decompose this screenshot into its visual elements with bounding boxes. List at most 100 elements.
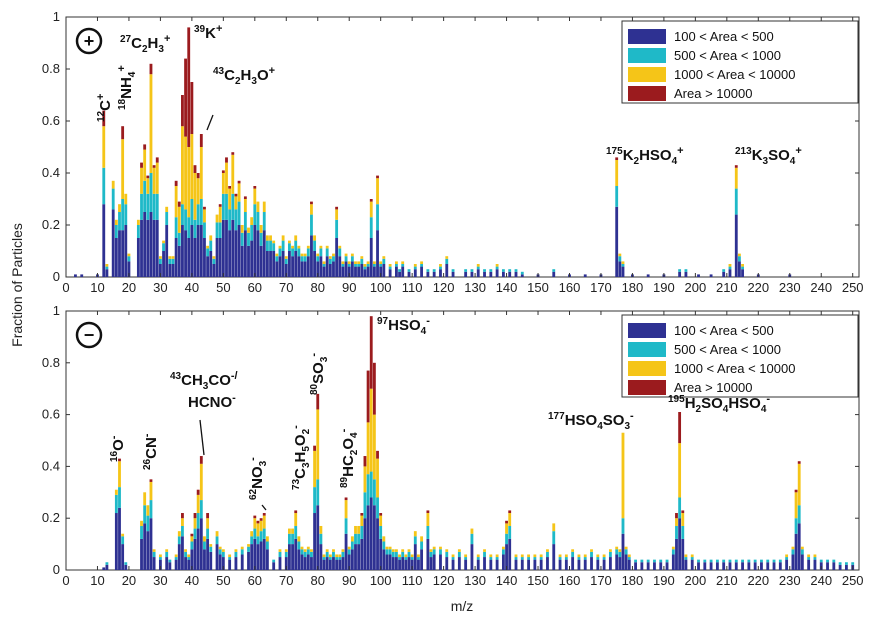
bar-segment-56-s2 [240, 546, 244, 550]
bar-segment-40-s1 [190, 199, 194, 225]
bar-segment-225-s0 [772, 562, 776, 570]
bar-segment-19-s1 [124, 562, 128, 565]
bar-segment-98-s0 [372, 505, 376, 570]
bar-segment-199-s1 [690, 557, 694, 560]
bar-segment-185-s0 [646, 562, 650, 570]
bar-segment-30-s0 [158, 264, 162, 277]
x-tick-label: 10 [90, 573, 104, 588]
bar-segment-91-s2 [350, 536, 354, 542]
bar-segment-18-s2 [121, 139, 125, 199]
bar-segment-24-s2 [140, 520, 143, 526]
bar-segment-49-s3 [218, 204, 222, 207]
bar-segment-181-s0 [634, 562, 637, 570]
bar-segment-101-s2 [382, 256, 386, 259]
bar-segment-95-s2 [363, 264, 367, 267]
bar-segment-58-s0 [247, 551, 250, 570]
bar-segment-101-s1 [382, 258, 386, 264]
annotation-leader-line [199, 419, 205, 456]
bar-segment-59-s1 [250, 225, 254, 241]
bar-segment-77-s1 [306, 248, 310, 257]
bar-segment-39-s1 [187, 557, 191, 560]
bar-segment-169-s0 [596, 559, 600, 570]
x-tick-label: 160 [559, 573, 581, 588]
bar-segment-111-s0 [413, 544, 417, 570]
bar-segment-73-s1 [294, 240, 298, 251]
bar-segment-89-s0 [344, 261, 348, 277]
bar-segment-78-s0 [310, 557, 313, 570]
bar-segment-96-s0 [366, 266, 370, 277]
bar-segment-209-s1 [722, 559, 726, 563]
x-tick-label: 20 [122, 280, 136, 295]
bar-segment-35-s1 [174, 217, 178, 238]
bar-segment-141-s1 [508, 269, 512, 272]
bar-segment-42-s1 [196, 513, 200, 529]
bar-segment-178-s2 [624, 546, 628, 550]
x-tick-label: 210 [716, 280, 738, 295]
bar-segment-98-s0 [372, 266, 376, 277]
bar-segment-193-s1 [671, 549, 675, 555]
bar-segment-234-s1 [800, 549, 804, 555]
x-tick-label: 100 [370, 573, 392, 588]
bar-segment-189-s0 [659, 562, 663, 570]
bar-segment-56-s0 [240, 554, 244, 570]
bar-segment-38-s1 [184, 209, 187, 231]
bar-segment-35-s0 [174, 559, 178, 570]
bar-segment-26-s2 [146, 178, 150, 194]
bar-segment-173-s0 [608, 557, 612, 570]
bar-segment-43-s0 [199, 518, 203, 570]
bar-segment-149-s0 [533, 559, 537, 570]
bar-segment-83-s1 [325, 551, 329, 558]
bar-segment-105-s1 [395, 264, 398, 267]
bar-segment-40-s3 [190, 82, 194, 134]
bar-segment-177-s0 [621, 266, 625, 277]
ion-annotation-175: 175K2HSO4+ [606, 145, 684, 167]
x-tick-label: 120 [433, 573, 455, 588]
bar-segment-221-s1 [760, 559, 763, 563]
bar-segment-103-s1 [388, 266, 392, 270]
bar-segment-185-s1 [646, 559, 650, 563]
negative-ion-panel: 0 10 20 30 40 50 60 70 80 90 100 110 120 130 140 150 160… [42, 303, 864, 588]
bar-segment-121-s0 [445, 557, 449, 570]
x-tick-label: 170 [590, 573, 612, 588]
bar-segment-86-s1 [335, 557, 339, 560]
bar-segment-26-s3 [146, 175, 150, 179]
bar-segment-38-s0 [184, 557, 187, 570]
bar-segment-65-s1 [269, 240, 272, 251]
x-tick-label: 150 [527, 573, 549, 588]
bar-segment-125-s1 [457, 551, 461, 558]
bar-segment-33-s1 [168, 559, 172, 563]
bar-segment-82-s0 [322, 266, 326, 277]
ion-annotation-97: 97HSO4- [377, 315, 430, 337]
bar-segment-91-s1 [350, 256, 354, 262]
bar-segment-195-s1 [678, 269, 682, 272]
bar-segment-236-s1 [807, 557, 811, 560]
x-tick-label: 0 [62, 573, 69, 588]
bar-segment-25-s2 [143, 149, 147, 181]
bar-segment-44-s0 [203, 549, 206, 570]
bar-segment-18-s0 [121, 544, 125, 570]
bar-segment-33-s0 [168, 264, 172, 277]
bar-segment-31-s1 [162, 243, 165, 251]
bar-segment-87-s2 [338, 554, 342, 558]
panel-symbol: − [84, 325, 95, 345]
bar-segment-85-s0 [332, 557, 335, 570]
bar-segment-84-s2 [328, 554, 332, 558]
bar-segment-133-s1 [483, 269, 486, 272]
bar-segment-141-s3 [508, 510, 512, 514]
bar-segment-55-s2 [237, 183, 241, 202]
bar-segment-50-s2 [221, 173, 225, 194]
bar-segment-92-s2 [354, 525, 357, 534]
bar-segment-129-s1 [470, 533, 474, 545]
bar-segment-54-s0 [234, 557, 238, 570]
bar-segment-19-s2 [124, 193, 128, 205]
bar-segment-59-s1 [250, 536, 254, 545]
bar-segment-119-s2 [439, 546, 442, 550]
bar-segment-57-s3 [243, 196, 247, 199]
bar-segment-86-s1 [335, 219, 339, 238]
bar-segment-30-s0 [158, 559, 162, 570]
bar-segment-179-s1 [627, 557, 631, 560]
bar-segment-107-s1 [401, 551, 405, 558]
x-tick-label: 130 [464, 280, 486, 295]
bar-segment-123-s0 [451, 559, 455, 570]
bar-segment-40-s1 [190, 541, 194, 550]
